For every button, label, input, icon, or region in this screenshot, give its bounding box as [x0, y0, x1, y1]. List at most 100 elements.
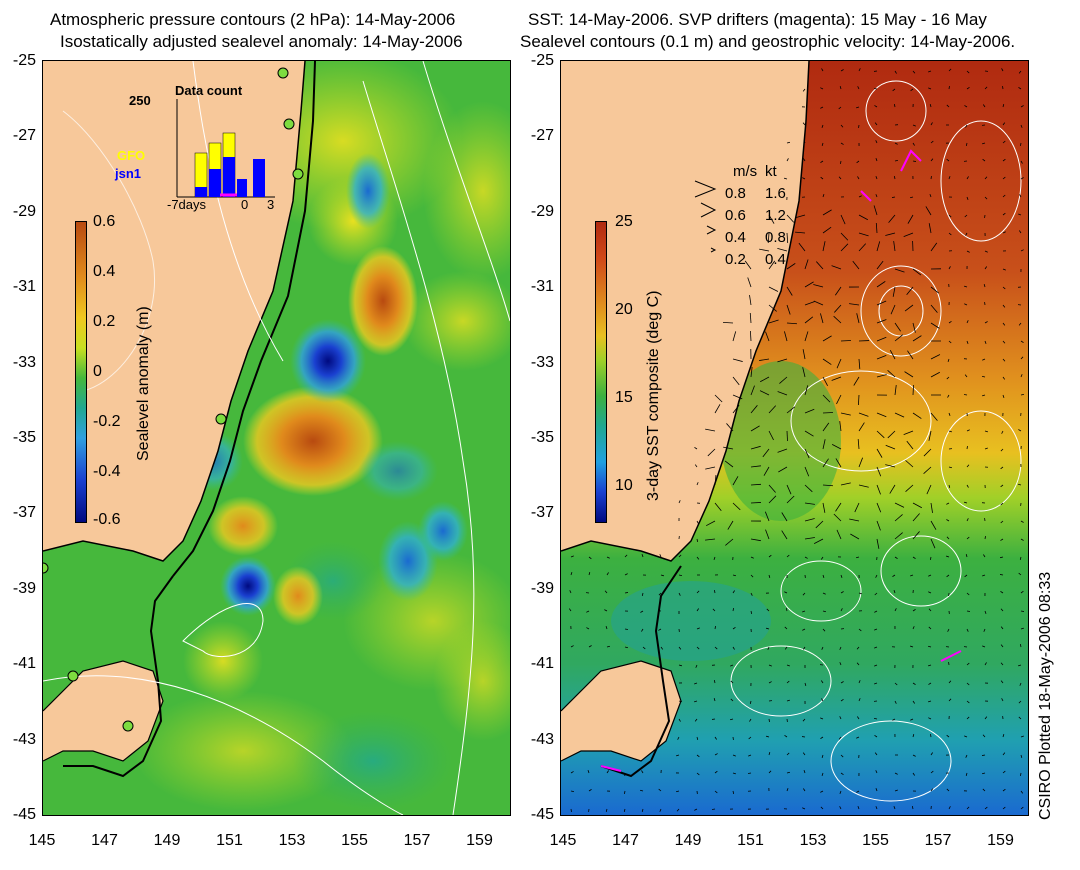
velocity-arrow — [894, 700, 897, 704]
velocity-arrow — [876, 430, 885, 439]
velocity-arrow — [965, 772, 968, 776]
velocity-arrow — [1020, 142, 1022, 147]
velocity-arrow — [874, 682, 878, 685]
velocity-arrow — [946, 502, 950, 505]
velocity-arrow — [912, 754, 916, 757]
velocity-arrow — [768, 260, 776, 270]
velocity-arrow — [803, 788, 806, 792]
velocity-arrow — [696, 772, 700, 776]
velocity-arrow — [732, 626, 736, 630]
velocity-arrow — [822, 376, 828, 387]
velocity-arrow — [820, 717, 824, 720]
velocity-arrow — [1002, 231, 1006, 234]
velocity-arrow — [966, 176, 969, 180]
velocity-arrow — [840, 608, 843, 612]
velocity-arrow — [802, 610, 806, 613]
velocity-arrow — [606, 572, 609, 576]
velocity-arrow — [925, 206, 932, 216]
velocity-arrow — [982, 394, 986, 397]
velocity-arrow — [930, 788, 934, 792]
velocity-arrow — [873, 717, 878, 720]
velocity-arrow — [840, 574, 843, 578]
velocity-arrow — [929, 104, 932, 108]
velocity-arrow — [768, 214, 775, 224]
velocity-arrow — [624, 790, 626, 795]
velocity-arrow — [928, 717, 932, 720]
y-tick-label: -25 — [530, 52, 554, 69]
velocity-arrow — [966, 340, 969, 344]
velocity-arrow — [875, 788, 878, 792]
velocity-arrow — [714, 770, 718, 774]
velocity-arrow — [966, 484, 969, 488]
y-tick-label: -41 — [530, 655, 554, 673]
velocity-arrow — [858, 243, 867, 252]
y-tick-label: -43 — [530, 730, 554, 748]
velocity-arrow — [714, 646, 718, 650]
velocity-arrow — [777, 358, 788, 363]
velocity-arrow — [768, 286, 779, 292]
velocity-arrow — [641, 808, 644, 813]
velocity-arrow — [714, 625, 716, 630]
velocity-arrow — [587, 770, 590, 774]
velocity-arrow — [984, 86, 988, 90]
velocity-arrow — [874, 734, 878, 738]
velocity-arrow — [964, 105, 968, 108]
velocity-arrow — [946, 734, 950, 738]
velocity-arrow — [964, 735, 968, 738]
velocity-arrow — [874, 646, 878, 649]
velocity-arrow — [768, 319, 779, 324]
velocity-arrow — [893, 175, 896, 180]
velocity-arrow — [839, 646, 842, 650]
velocity-arrow — [912, 531, 920, 540]
sst-colorbar — [595, 221, 607, 523]
velocity-arrow — [875, 176, 878, 180]
velocity-arrow — [966, 250, 970, 253]
velocity-arrow — [1001, 68, 1004, 72]
velocity-arrow — [1000, 680, 1004, 684]
velocity-arrow — [984, 340, 987, 344]
velocity-arrow — [874, 664, 878, 667]
velocity-arrow — [885, 232, 896, 236]
left-map-panel[interactable]: Data count 250 GFO jsn1 -7days 0 3 0.6 0… — [42, 60, 511, 816]
velocity-arrow — [982, 158, 986, 162]
left-title-line2: Isostatically adjusted sealevel anomaly:… — [60, 32, 463, 51]
velocity-arrow — [981, 754, 986, 756]
right-title-line2: Sealevel contours (0.1 m) and geostrophi… — [520, 32, 1016, 51]
velocity-arrow — [910, 88, 914, 92]
velocity-arrow — [786, 699, 790, 702]
velocity-arrow — [786, 141, 791, 144]
right-title-line1: SST: 14-May-2006. SVP drifters (magenta)… — [528, 10, 987, 29]
velocity-arrow — [893, 806, 896, 810]
velocity-arrow — [947, 394, 950, 398]
velocity-arrow — [966, 518, 969, 522]
velocity-arrow — [802, 88, 806, 92]
velocity-arrow — [705, 428, 716, 432]
velocity-arrow — [910, 574, 914, 577]
right-map-panel[interactable]: 25 20 15 10 3-day SST composite (deg C) … — [560, 60, 1029, 816]
velocity-arrow — [893, 103, 896, 108]
velocity-arrow — [876, 260, 884, 270]
legend-header-ms: m/s — [733, 163, 758, 180]
velocity-arrow — [696, 482, 699, 486]
velocity-arrow — [856, 662, 860, 666]
velocity-arrow — [821, 754, 824, 758]
velocity-arrow — [694, 682, 698, 685]
velocity-arrow — [820, 313, 824, 324]
velocity-arrow — [696, 556, 700, 560]
velocity-arrow — [1018, 572, 1022, 576]
velocity-arrow — [1019, 556, 1022, 561]
y-tick-label: -45 — [530, 806, 554, 823]
velocity-arrow — [966, 536, 970, 540]
velocity-arrow — [1017, 483, 1022, 486]
velocity-arrow — [894, 385, 897, 396]
velocity-arrow — [904, 371, 914, 378]
y-tick-label: -35 — [12, 429, 36, 446]
x-tick-label: 155 — [862, 832, 889, 849]
velocity-arrow — [804, 556, 808, 559]
velocity-arrow — [874, 592, 878, 596]
velocity-arrow — [928, 664, 932, 667]
velocity-arrow — [1000, 591, 1004, 594]
velocity-arrow — [768, 664, 772, 667]
velocity-arrow — [732, 646, 735, 650]
y-tick-label: -29 — [12, 202, 36, 220]
